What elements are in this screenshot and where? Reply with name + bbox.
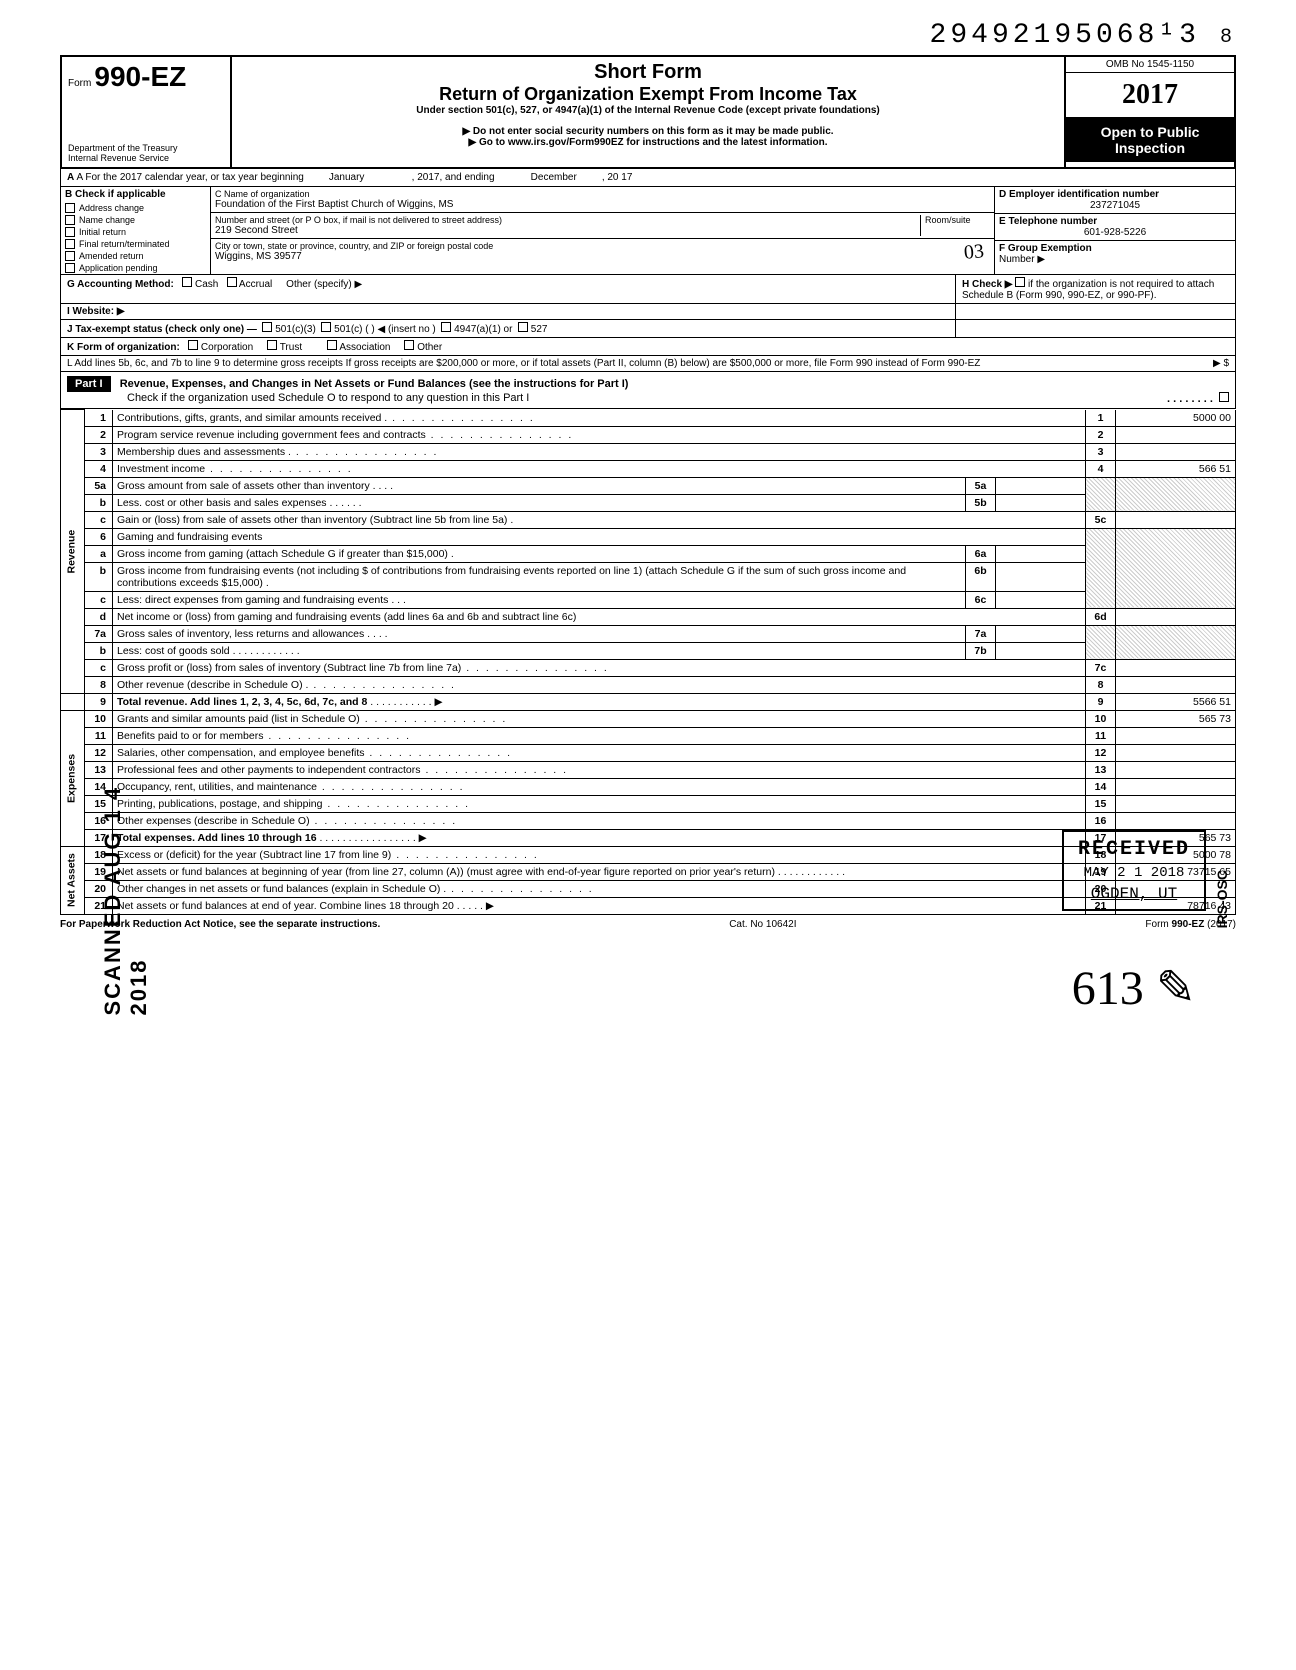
title-short: Short Form	[238, 61, 1058, 84]
chk-final-return[interactable]	[65, 239, 75, 249]
ein: 237271045	[999, 200, 1231, 211]
dln-number: 29492195068¹38	[60, 20, 1236, 51]
chk-schedule-o[interactable]	[1219, 392, 1229, 402]
chk-initial-return[interactable]	[65, 227, 75, 237]
stamp-received: RECEIVED MAY 2 1 2018 OGDEN, UT	[1062, 830, 1206, 911]
open-public: Open to Public Inspection	[1066, 118, 1234, 162]
org-name: Foundation of the First Baptist Church o…	[215, 199, 990, 210]
col-b-checkboxes: B Check if applicable Address change Nam…	[61, 187, 211, 274]
chk-cash[interactable]	[182, 277, 192, 287]
dept-irs: Internal Revenue Service	[68, 153, 224, 163]
stamp-scanned: SCANNED AUG 1 4 2018	[100, 780, 152, 1016]
amt-1: 5000 00	[1116, 410, 1236, 427]
amt-9: 5566 51	[1116, 693, 1236, 710]
telephone: 601-928-5226	[999, 227, 1231, 238]
chk-other[interactable]	[404, 340, 414, 350]
chk-address-change[interactable]	[65, 203, 75, 213]
chk-501c[interactable]	[321, 322, 331, 332]
form-header: Form 990-EZ Department of the Treasury I…	[60, 55, 1236, 169]
chk-accrual[interactable]	[227, 277, 237, 287]
chk-amended[interactable]	[65, 251, 75, 261]
chk-501c3[interactable]	[262, 322, 272, 332]
form-label: Form	[68, 78, 91, 89]
chk-trust[interactable]	[267, 340, 277, 350]
part-i-header: Part I Revenue, Expenses, and Changes in…	[60, 372, 1236, 409]
page-footer: For Paperwork Reduction Act Notice, see …	[60, 915, 1236, 930]
row-h-schedule-b: H Check ▶ if the organization is not req…	[955, 275, 1235, 303]
row-k-form-org: K Form of organization: Corporation Trus…	[61, 338, 1235, 355]
side-revenue: Revenue	[61, 410, 85, 694]
tax-year: 20201717	[1066, 73, 1234, 118]
side-net-assets: Net Assets	[61, 846, 85, 914]
note-website: Go to www.irs.gov/Form990EZ for instruct…	[238, 137, 1058, 148]
col-c-org-info: C Name of organization Foundation of the…	[211, 187, 995, 274]
row-g-accounting: G Accounting Method: Cash Accrual Other …	[61, 275, 955, 303]
chk-name-change[interactable]	[65, 215, 75, 225]
col-de-contact: D Employer identification number 2372710…	[995, 187, 1235, 274]
amt-10: 565 73	[1116, 710, 1236, 727]
row-i-website: I Website: ▶	[61, 304, 955, 319]
org-city: Wiggins, MS 39577	[215, 251, 990, 262]
form-number: 990-EZ	[94, 61, 186, 92]
row-l-gross-receipts: L Add lines 5b, 6c, and 7b to line 9 to …	[61, 356, 1085, 371]
row-j-tax-status: J Tax-exempt status (check only one) — 5…	[61, 320, 955, 337]
org-address: 219 Second Street	[215, 225, 920, 236]
title-sub: Under section 501(c), 527, or 4947(a)(1)…	[238, 105, 1058, 116]
handwritten-note: 03	[963, 240, 985, 265]
note-ssn: Do not enter social security numbers on …	[238, 126, 1058, 137]
chk-corp[interactable]	[188, 340, 198, 350]
row-a-tax-year: A A For the 2017 calendar year, or tax y…	[60, 169, 1236, 187]
chk-527[interactable]	[518, 322, 528, 332]
chk-pending[interactable]	[65, 263, 75, 273]
lines-table: Revenue 1Contributions, gifts, grants, a…	[60, 409, 1236, 915]
signature-mark: 613 ✎	[60, 960, 1236, 1016]
amt-4: 566 51	[1116, 460, 1236, 477]
dept-treasury: Department of the Treasury	[68, 143, 224, 153]
title-main: Return of Organization Exempt From Incom…	[238, 84, 1058, 105]
chk-4947[interactable]	[441, 322, 451, 332]
side-expenses: Expenses	[61, 710, 85, 846]
chk-assoc[interactable]	[327, 340, 337, 350]
omb-number: OMB No 1545-1150	[1066, 57, 1234, 73]
chk-schedule-b[interactable]	[1015, 277, 1025, 287]
stamp-irs-osc: IRS-OSC	[1214, 870, 1230, 928]
